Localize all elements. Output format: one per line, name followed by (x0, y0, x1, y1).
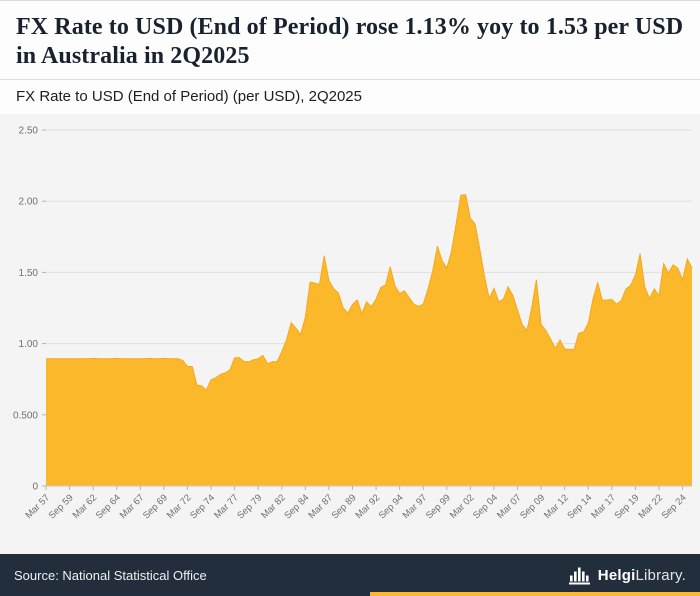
chart-header: FX Rate to USD (End of Period) rose 1.13… (0, 1, 700, 114)
svg-text:Mar 77: Mar 77 (212, 492, 241, 521)
svg-text:0: 0 (32, 481, 38, 492)
header-divider (0, 78, 700, 80)
area-series (46, 193, 693, 486)
svg-text:Sep 14: Sep 14 (565, 492, 594, 521)
svg-text:Sep 19: Sep 19 (612, 492, 641, 521)
svg-text:Sep 79: Sep 79 (235, 492, 264, 521)
brand-name-primary: Helgi (597, 566, 636, 584)
svg-text:Mar 02: Mar 02 (448, 492, 477, 521)
chart-area: 0 0.500 1.00 1.50 2.00 2.50 Mar 57 Sep 59 Mar 62… (0, 113, 700, 554)
brand-wordmark: HelgiLibrary. (598, 567, 686, 584)
svg-text:Mar 62: Mar 62 (71, 492, 100, 521)
footer-accent-bar (370, 592, 700, 596)
svg-text:Sep 74: Sep 74 (188, 492, 217, 521)
svg-text:Mar 87: Mar 87 (306, 492, 335, 521)
svg-text:Sep 59: Sep 59 (47, 492, 76, 521)
svg-text:Sep 69: Sep 69 (141, 492, 170, 521)
brand-name-secondary: Library. (635, 566, 686, 584)
svg-text:2.50: 2.50 (19, 125, 39, 136)
svg-text:Mar 12: Mar 12 (542, 492, 571, 521)
library-building-icon (568, 567, 590, 585)
svg-text:1.50: 1.50 (19, 267, 39, 278)
svg-text:Sep 94: Sep 94 (377, 492, 406, 521)
chart-subtitle: FX Rate to USD (End of Period) (per USD)… (16, 87, 362, 105)
page-title: FX Rate to USD (End of Period) rose 1.13… (16, 14, 684, 69)
svg-text:Sep 84: Sep 84 (282, 492, 311, 521)
svg-text:Mar 82: Mar 82 (259, 492, 288, 521)
svg-text:Sep 99: Sep 99 (424, 492, 453, 521)
svg-text:Sep 04: Sep 04 (471, 492, 500, 521)
svg-text:1.00: 1.00 (19, 339, 39, 350)
svg-text:Mar 92: Mar 92 (354, 492, 383, 521)
svg-text:Mar 67: Mar 67 (118, 492, 147, 521)
y-axis-labels: 0 0.500 1.00 1.50 2.00 2.50 (13, 125, 46, 492)
svg-text:Mar 07: Mar 07 (495, 492, 524, 521)
svg-text:Mar 22: Mar 22 (636, 492, 665, 521)
svg-text:Sep 64: Sep 64 (94, 492, 123, 521)
svg-text:Mar 72: Mar 72 (165, 492, 194, 521)
helgi-library-logo[interactable]: HelgiLibrary. (568, 565, 686, 585)
svg-text:Sep 89: Sep 89 (330, 492, 359, 521)
footer: Source: National Statistical Office Helg… (0, 554, 700, 596)
svg-text:Mar 17: Mar 17 (589, 492, 618, 521)
svg-text:Sep 09: Sep 09 (518, 492, 547, 521)
svg-text:Sep 24: Sep 24 (660, 492, 689, 521)
svg-text:0.500: 0.500 (13, 410, 38, 421)
source-text: Source: National Statistical Office (14, 567, 207, 583)
svg-text:Mar 57: Mar 57 (23, 492, 52, 521)
svg-text:2.00: 2.00 (19, 196, 39, 207)
svg-text:Mar 97: Mar 97 (401, 492, 430, 521)
